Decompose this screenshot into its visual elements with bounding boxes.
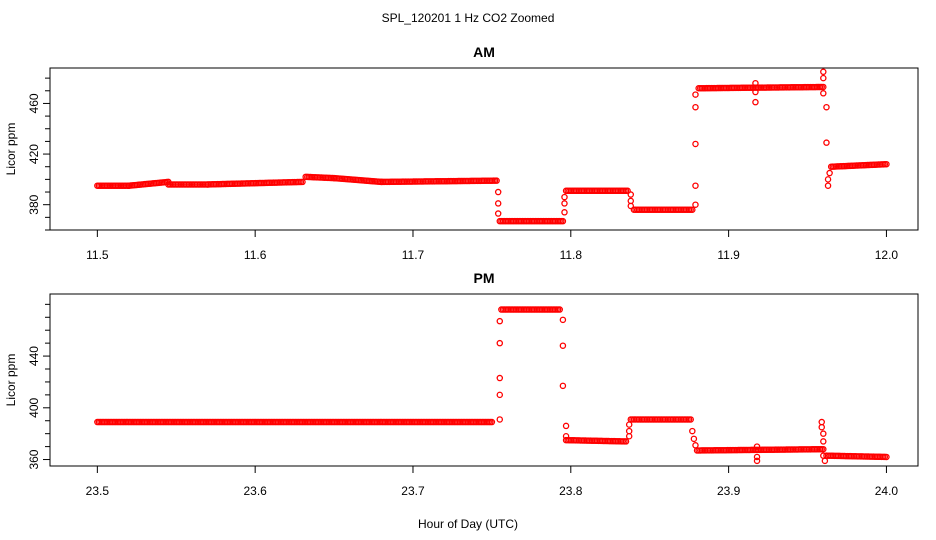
data-point: [692, 91, 699, 98]
data-point: [562, 433, 570, 440]
data-point: [692, 442, 699, 449]
data-point: [627, 202, 635, 210]
am-x-tick-label: 12.0: [875, 248, 899, 262]
data-point: [561, 193, 568, 201]
data-point: [824, 176, 832, 183]
data-point: [494, 188, 502, 196]
data-point: [753, 457, 761, 465]
data-point: [753, 453, 761, 461]
data-point: [883, 160, 890, 168]
data-point: [627, 191, 635, 198]
am-x-tick-label: 11.8: [560, 248, 583, 262]
pm-x-tick-label: 23.8: [559, 484, 583, 498]
data-point: [496, 339, 504, 347]
am-panel: AM Licor ppm 380 420 460 11.5 11.6 11.7 11.8 11.9…: [4, 44, 919, 262]
data-point: [692, 201, 699, 208]
data-point: [496, 317, 504, 325]
data-point: [692, 182, 699, 189]
pm-y-tick-label: 400: [27, 397, 41, 417]
pm-panel-title: PM: [474, 270, 495, 286]
data-point: [561, 200, 568, 207]
data-point: [820, 90, 827, 97]
data-point: [625, 427, 633, 435]
data-point: [625, 433, 633, 440]
pm-panel: PM Licor ppm 360 400 440 23.5 23.6 23.7 23.8 23.9…: [4, 270, 919, 498]
data-point: [818, 418, 825, 426]
data-point: [559, 382, 567, 390]
am-y-tick-label: 380: [27, 194, 41, 214]
data-point: [689, 206, 696, 213]
data-point: [823, 139, 830, 146]
pm-x-tick-label: 23.7: [401, 484, 425, 498]
data-point: [820, 438, 827, 445]
data-point: [692, 103, 699, 111]
data-point: [494, 200, 502, 207]
pm-plot-frame: [49, 293, 919, 467]
data-point: [496, 391, 504, 399]
data-point: [820, 74, 827, 82]
pm-x-tick-label: 24.0: [875, 484, 899, 498]
am-x-tick-label: 11.9: [717, 248, 740, 262]
data-point: [820, 445, 827, 453]
data-point: [820, 83, 827, 91]
pm-y-tick-label: 360: [27, 449, 41, 469]
am-x-tick-label: 11.6: [244, 248, 267, 262]
pm-y-tick-label: 440: [27, 346, 41, 366]
data-point: [559, 342, 567, 349]
data-point: [826, 169, 833, 177]
pm-x-tick-label: 23.6: [243, 484, 267, 498]
pm-x-tick-label: 23.5: [86, 484, 110, 498]
pm-series-markers: [94, 306, 890, 465]
data-point: [689, 427, 696, 435]
data-point: [493, 177, 500, 184]
pm-x-tick-label: 23.9: [717, 484, 741, 498]
data-point: [820, 68, 827, 76]
data-point: [692, 140, 699, 148]
data-point: [753, 443, 761, 450]
data-point: [559, 316, 567, 324]
data-point: [622, 438, 630, 445]
data-point: [559, 217, 567, 225]
data-point: [823, 103, 830, 111]
am-plot-frame: [49, 67, 919, 231]
data-point: [752, 98, 759, 106]
pm-y-axis-label: Licor ppm: [4, 354, 18, 407]
am-x-tick-label: 11.7: [402, 248, 425, 262]
data-point: [752, 79, 759, 87]
data-point: [625, 421, 633, 428]
am-y-axis-label: Licor ppm: [4, 123, 18, 176]
data-point: [494, 210, 502, 217]
data-point: [883, 453, 890, 461]
am-y-tick-label: 420: [27, 144, 41, 164]
data-point: [818, 423, 825, 431]
data-point: [624, 187, 631, 195]
data-point: [820, 430, 827, 437]
panels: AM Licor ppm 380 420 460 11.5 11.6 11.7 11.8 11.9…: [4, 44, 919, 498]
data-point: [824, 182, 832, 189]
am-panel-title: AM: [473, 44, 495, 60]
data-point: [488, 418, 496, 426]
x-axis-title: Hour of Day (UTC): [418, 517, 518, 531]
data-point: [556, 306, 564, 313]
figure-title: SPL_120201 1 Hz CO2 Zoomed: [382, 11, 555, 25]
data-point: [562, 422, 570, 430]
data-point: [496, 374, 504, 382]
data-point: [687, 416, 694, 423]
data-point: [496, 416, 504, 423]
data-point: [752, 88, 759, 96]
data-point: [299, 178, 306, 186]
am-x-tick-label: 11.5: [86, 248, 109, 262]
data-point: [561, 209, 568, 216]
data-point: [690, 435, 698, 443]
data-point: [821, 457, 829, 465]
am-y-tick-label: 460: [27, 93, 41, 113]
am-series-markers: [94, 68, 890, 225]
